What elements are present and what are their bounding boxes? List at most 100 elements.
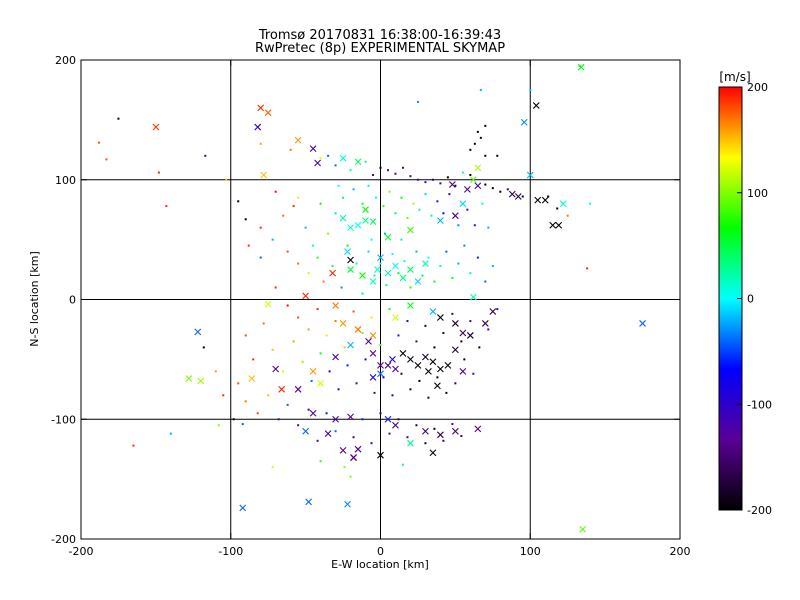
data-point-cross — [474, 425, 482, 433]
data-point-dot — [433, 427, 436, 430]
x-tick-label: 100 — [520, 545, 541, 558]
data-point-dot — [342, 196, 345, 199]
data-point-dot — [282, 370, 285, 373]
data-point-dot — [375, 196, 378, 199]
data-point-dot — [388, 432, 391, 435]
data-point-dot — [222, 394, 225, 397]
data-point-dot — [484, 280, 487, 283]
data-point-dot — [400, 238, 403, 241]
colorbar-tick-label: -200 — [747, 504, 772, 517]
data-point-dot — [394, 212, 397, 215]
data-point-dot — [433, 346, 436, 349]
data-point-cross — [359, 272, 366, 279]
data-point-cross — [437, 314, 444, 321]
data-point-dot — [427, 256, 430, 259]
data-point-cross — [354, 445, 362, 453]
data-point-cross — [332, 353, 339, 361]
data-point-dot — [391, 394, 394, 397]
data-point-dot — [319, 460, 322, 463]
data-point-dot — [442, 212, 445, 215]
y-tick-label: -100 — [51, 413, 76, 426]
data-point-dot — [312, 244, 315, 247]
data-point-dot — [316, 439, 319, 442]
data-point-dot — [274, 190, 277, 193]
data-point-dot — [352, 310, 355, 313]
data-point-dot — [491, 264, 494, 267]
data-point-dot — [282, 214, 285, 217]
data-point-dot — [397, 418, 400, 421]
colorbar-tick-label: 0 — [747, 293, 754, 306]
data-point-cross — [451, 427, 459, 435]
data-point-dot — [388, 190, 391, 193]
data-point-dot — [385, 284, 388, 287]
data-point-dot — [370, 238, 373, 241]
data-point-dot — [297, 316, 300, 319]
data-point-dot — [451, 423, 454, 426]
data-point-dot — [343, 346, 346, 349]
data-point-dot — [327, 154, 330, 157]
data-point-dot — [427, 396, 430, 399]
data-point-cross — [354, 221, 362, 229]
data-point-cross — [481, 320, 489, 327]
data-point-dot — [418, 208, 421, 211]
data-point-dot — [349, 169, 352, 172]
data-point-cross — [526, 171, 534, 179]
data-point-dot — [373, 274, 376, 277]
colorbar-label: [m/s] — [719, 70, 750, 84]
data-point-cross — [354, 326, 362, 333]
data-point-dot — [487, 328, 490, 331]
data-point-dot — [334, 164, 337, 167]
data-point-cross — [362, 217, 369, 224]
data-point-cross — [302, 427, 310, 435]
data-point-dot — [431, 178, 434, 181]
data-point-dot — [297, 196, 300, 199]
data-point-dot — [379, 344, 382, 347]
data-point-dot — [445, 391, 448, 394]
x-tick-label: 0 — [377, 545, 384, 558]
data-point-cross — [429, 449, 437, 457]
data-point-dot — [361, 202, 364, 205]
data-point-dot — [367, 184, 370, 187]
data-point-cross — [344, 500, 351, 508]
data-point-cross — [339, 320, 347, 327]
data-point-dot — [578, 64, 581, 67]
data-point-cross — [459, 367, 467, 375]
data-point-cross — [429, 308, 437, 315]
colorbar-tick-label: 200 — [747, 81, 768, 94]
data-point-cross — [369, 278, 377, 285]
data-point-dot — [466, 208, 469, 211]
y-tick-label: 0 — [69, 294, 76, 307]
data-point-dot — [473, 142, 476, 145]
data-point-cross — [185, 375, 193, 382]
data-point-dot — [479, 88, 482, 91]
data-point-dot — [451, 312, 454, 315]
data-point-dot — [217, 424, 220, 427]
data-point-cross — [384, 361, 392, 369]
data-point-dot — [297, 424, 300, 427]
data-point-dot — [352, 188, 355, 191]
data-point-cross — [377, 370, 384, 378]
data-point-dot — [361, 332, 364, 335]
data-point-dot — [430, 214, 433, 217]
data-point-dot — [406, 320, 409, 323]
data-point-dot — [370, 442, 373, 445]
data-point-dot — [259, 256, 262, 259]
data-point-cross — [451, 346, 459, 354]
data-point-cross — [362, 206, 369, 214]
data-point-dot — [328, 370, 331, 373]
data-point-cross — [520, 118, 528, 126]
data-point-cross — [489, 308, 497, 315]
data-point-dot — [473, 224, 476, 227]
data-point-dot — [454, 184, 457, 187]
data-point-dot — [421, 274, 424, 277]
data-point-cross — [425, 367, 432, 375]
data-point-dot — [262, 322, 265, 325]
data-point-dot — [416, 100, 419, 103]
data-point-dot — [400, 196, 403, 199]
data-point-cross — [459, 200, 467, 208]
data-point-dot — [400, 372, 403, 375]
data-point-dot — [469, 173, 472, 176]
data-point-dot — [521, 195, 524, 198]
data-point-cross — [347, 224, 354, 232]
data-point-dot — [383, 232, 386, 235]
